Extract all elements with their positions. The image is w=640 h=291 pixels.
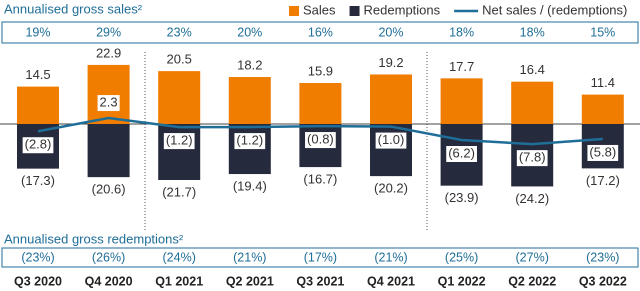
net-value-label: (1.2)	[236, 133, 263, 148]
net-value-label: (1.0)	[378, 132, 405, 147]
rate-label: (17%)	[304, 250, 337, 264]
x-tick-label: Q2 2021	[226, 274, 274, 288]
rate-label: 29%	[96, 25, 121, 39]
rate-label: (21%)	[374, 250, 407, 264]
bar	[440, 78, 483, 124]
x-tick-label: Q3 2020	[14, 274, 62, 288]
redemption-rate-box	[1, 247, 639, 268]
bar	[87, 124, 130, 178]
sales-rate-title: Annualised gross sales²	[4, 1, 143, 16]
bar-value-label: (23.9)	[445, 190, 479, 205]
rate-label: 20%	[237, 25, 262, 39]
bar	[511, 81, 554, 124]
rate-label: 16%	[308, 25, 333, 39]
label-background	[446, 145, 477, 162]
rate-label: 18%	[520, 25, 545, 39]
bar-value-label: 20.5	[167, 52, 192, 67]
net-value-label: (7.8)	[519, 150, 546, 165]
net-line	[37, 116, 603, 146]
bar-value-label: 14.5	[25, 67, 50, 82]
net-value-label: (5.8)	[589, 144, 616, 159]
bar-value-label: (17.3)	[21, 173, 55, 188]
x-tick-label: Q4 2021	[367, 274, 415, 288]
rate-label: 15%	[590, 25, 615, 39]
bar-value-label: 19.2	[378, 55, 403, 70]
label-background	[587, 144, 619, 161]
rate-label: (24%)	[163, 250, 196, 264]
bar	[17, 86, 59, 124]
x-tick-label: Q3 2021	[296, 274, 344, 288]
rate-label: (23%)	[586, 250, 619, 264]
bar-value-label: (17.2)	[586, 173, 620, 188]
x-tick-label: Q4 2020	[85, 274, 133, 288]
label-background	[97, 95, 120, 112]
bar-value-label: (21.7)	[162, 184, 196, 199]
net-value-label: (1.2)	[166, 133, 193, 148]
sales-rate-box	[1, 21, 639, 44]
bar-value-label: 16.4	[520, 62, 545, 77]
legend-label: Sales	[303, 2, 336, 17]
bar-value-label: (24.2)	[515, 191, 549, 206]
bar-value-label: 11.4	[591, 75, 615, 90]
legend-label: Redemptions	[364, 2, 441, 17]
x-tick-label: Q1 2021	[155, 274, 203, 288]
bar-value-label: (19.4)	[233, 178, 267, 193]
rate-label: (27%)	[516, 250, 549, 264]
bar-value-label: (20.6)	[92, 182, 126, 197]
rate-label: 23%	[167, 25, 192, 39]
rate-label: 20%	[378, 25, 403, 39]
label-background	[22, 137, 54, 154]
net-value-label: (6.2)	[448, 145, 475, 160]
rate-label: (21%)	[233, 250, 266, 264]
rate-label: (26%)	[92, 250, 125, 264]
legend-swatch	[289, 6, 299, 16]
bar-value-label: (16.7)	[303, 172, 337, 187]
bar	[228, 77, 271, 124]
x-tick-label: Q2 2022	[508, 274, 556, 288]
label-background	[163, 133, 195, 150]
label-background	[516, 150, 548, 167]
bar	[299, 82, 342, 124]
legend-label: Net sales / (redemptions)	[482, 2, 627, 17]
net-value-label: (2.8)	[25, 137, 52, 152]
x-tick-label: Q3 2022	[579, 274, 627, 288]
bar-value-label: 18.2	[237, 57, 262, 72]
bar-value-label: 22.9	[96, 45, 121, 60]
label-background	[234, 133, 266, 150]
rate-label: (25%)	[445, 250, 478, 264]
bar-value-label: 15.9	[308, 63, 333, 78]
bar	[87, 64, 130, 124]
net-value-label: 2.3	[100, 95, 118, 110]
x-tick-label: Q1 2022	[438, 274, 486, 288]
net-value-label: (0.8)	[307, 132, 334, 147]
bar-value-label: 17.7	[449, 59, 474, 74]
bar	[158, 71, 201, 124]
bar	[370, 74, 412, 124]
legend-swatch	[349, 6, 360, 16]
redemption-rate-title: Annualised gross redemptions²	[4, 231, 184, 246]
label-background	[375, 132, 407, 149]
label-background	[305, 132, 336, 149]
bar-value-label: (20.2)	[374, 181, 408, 196]
rate-label: 19%	[25, 25, 50, 39]
rate-label: (23%)	[21, 250, 54, 264]
rate-label: 18%	[449, 25, 474, 39]
bar	[581, 94, 624, 124]
